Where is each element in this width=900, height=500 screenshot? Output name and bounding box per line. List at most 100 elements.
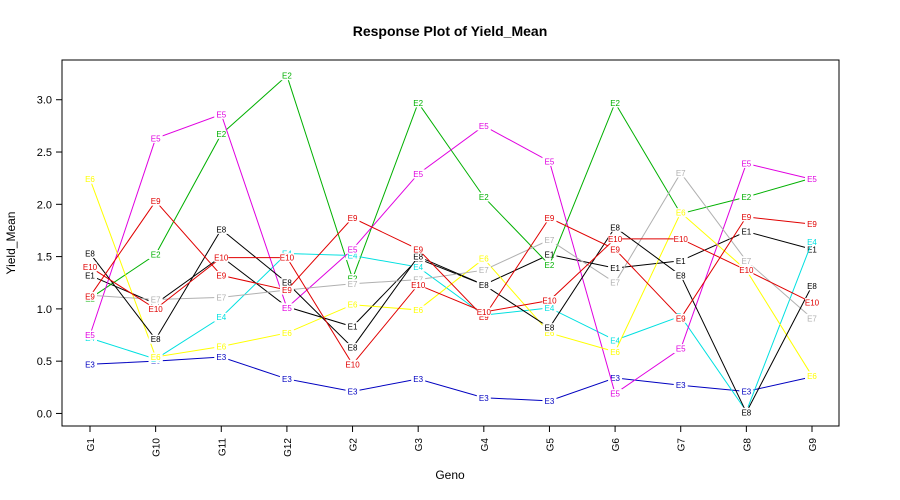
point-label: E4	[413, 263, 423, 272]
point-label: E10	[805, 299, 820, 308]
point-label-bg	[608, 222, 623, 232]
point-label: E9	[282, 286, 292, 295]
point-label-bg	[673, 234, 688, 244]
point-label: E2	[610, 99, 620, 108]
x-tick-label: G10	[152, 438, 163, 457]
point-label-bg	[476, 121, 491, 131]
point-label: E9	[216, 271, 226, 280]
point-label: E5	[151, 134, 161, 143]
point-label: E9	[479, 313, 489, 322]
point-label-bg	[476, 192, 491, 202]
point-label: E7	[348, 280, 358, 289]
y-tick-label: 0.5	[37, 356, 52, 368]
point-label-bg	[673, 208, 688, 218]
point-label-bg	[83, 248, 97, 258]
y-tick-label: 2.0	[37, 199, 52, 211]
point-label-bg	[805, 174, 819, 184]
point-label: E5	[807, 175, 817, 184]
series-line	[89, 356, 813, 402]
x-axis: G1 G10 G11 G12 G2 G3 G4 G5 G6 G7 G8 G9	[86, 426, 819, 457]
point-label: E7	[676, 169, 686, 178]
point-label-bg	[739, 159, 754, 169]
point-label: E4	[348, 252, 358, 261]
point-label: E7	[216, 293, 226, 302]
point-label-bg	[83, 174, 97, 184]
point-label: E9	[151, 197, 161, 206]
point-label-bg	[83, 262, 97, 272]
point-label-bg	[411, 169, 426, 179]
point-label: E3	[85, 360, 95, 369]
series-line	[89, 230, 813, 328]
point-label-bg	[279, 374, 294, 384]
point-label: E5	[348, 245, 358, 254]
point-label: E8	[610, 223, 620, 232]
y-tick-label: 1.5	[37, 252, 52, 264]
point-label: E6	[216, 343, 226, 352]
series-line	[89, 113, 813, 395]
point-label-bg	[673, 270, 688, 280]
x-tick-label: G4	[480, 438, 491, 452]
point-label-bg	[805, 237, 819, 247]
point-label: E6	[676, 209, 686, 218]
point-label: E1	[676, 257, 686, 266]
point-label: E3	[413, 375, 423, 384]
point-label: E7	[413, 276, 423, 285]
point-label: E8	[282, 279, 292, 288]
point-label: E7	[741, 257, 751, 266]
y-axis-label: Yield_Mean	[4, 212, 18, 275]
point-label: E4	[807, 238, 817, 247]
point-label: E6	[807, 372, 817, 381]
point-label-bg	[805, 281, 819, 291]
point-label-bg	[345, 359, 360, 369]
point-label: E2	[545, 261, 555, 270]
point-label-bg	[476, 265, 491, 275]
x-tick-label: G6	[611, 438, 622, 452]
point-label: E7	[479, 266, 489, 275]
point-label: E10	[214, 254, 229, 263]
series-e5: E5 E5 E5 E5 E5 E5 E5 E5 E5 E5 E5 E5	[83, 109, 819, 399]
point-label: E9	[610, 245, 620, 254]
point-label-bg	[148, 196, 163, 206]
x-tick-label: G12	[283, 438, 294, 457]
y-tick-label: 1.0	[37, 304, 52, 316]
point-label: E2	[479, 193, 489, 202]
x-tick-label: G5	[545, 438, 556, 452]
point-label: E1	[545, 251, 555, 260]
point-label: E10	[345, 360, 360, 369]
point-label: E3	[676, 381, 686, 390]
series-line	[89, 238, 813, 366]
point-label-bg	[411, 280, 426, 290]
point-label-bg	[739, 265, 754, 275]
point-label-bg	[411, 244, 426, 254]
point-label: E10	[608, 235, 623, 244]
point-label-bg	[214, 352, 229, 362]
point-label-bg	[608, 335, 623, 345]
point-label: E10	[83, 263, 98, 272]
point-label-bg	[214, 270, 229, 280]
point-label: E2	[282, 72, 292, 81]
point-label-bg	[805, 371, 819, 381]
point-label-bg	[214, 312, 229, 322]
y-tick-label: 2.5	[37, 147, 52, 159]
series-group: E1E1E1E1E1E1E1E1E1E1E1E1E2E2E2E2E2E2E2E2…	[83, 71, 820, 417]
y-tick-label: 0.0	[37, 408, 52, 420]
point-label: E7	[545, 236, 555, 245]
point-label-bg	[673, 344, 688, 354]
point-label-bg	[345, 279, 360, 289]
series-line	[89, 200, 813, 320]
point-label: E8	[741, 408, 751, 417]
point-label: E8	[807, 282, 817, 291]
point-label: E9	[545, 214, 555, 223]
series-line	[89, 241, 813, 413]
point-label: E7	[610, 279, 620, 288]
point-label: E4	[545, 304, 555, 313]
point-label: E6	[610, 348, 620, 357]
point-label: E2	[413, 99, 423, 108]
point-label: E1	[348, 323, 358, 332]
point-label-bg	[608, 347, 623, 357]
point-label: E5	[676, 345, 686, 354]
point-label: E5	[479, 122, 489, 131]
point-label-bg	[279, 303, 294, 313]
point-label: E6	[413, 306, 423, 315]
